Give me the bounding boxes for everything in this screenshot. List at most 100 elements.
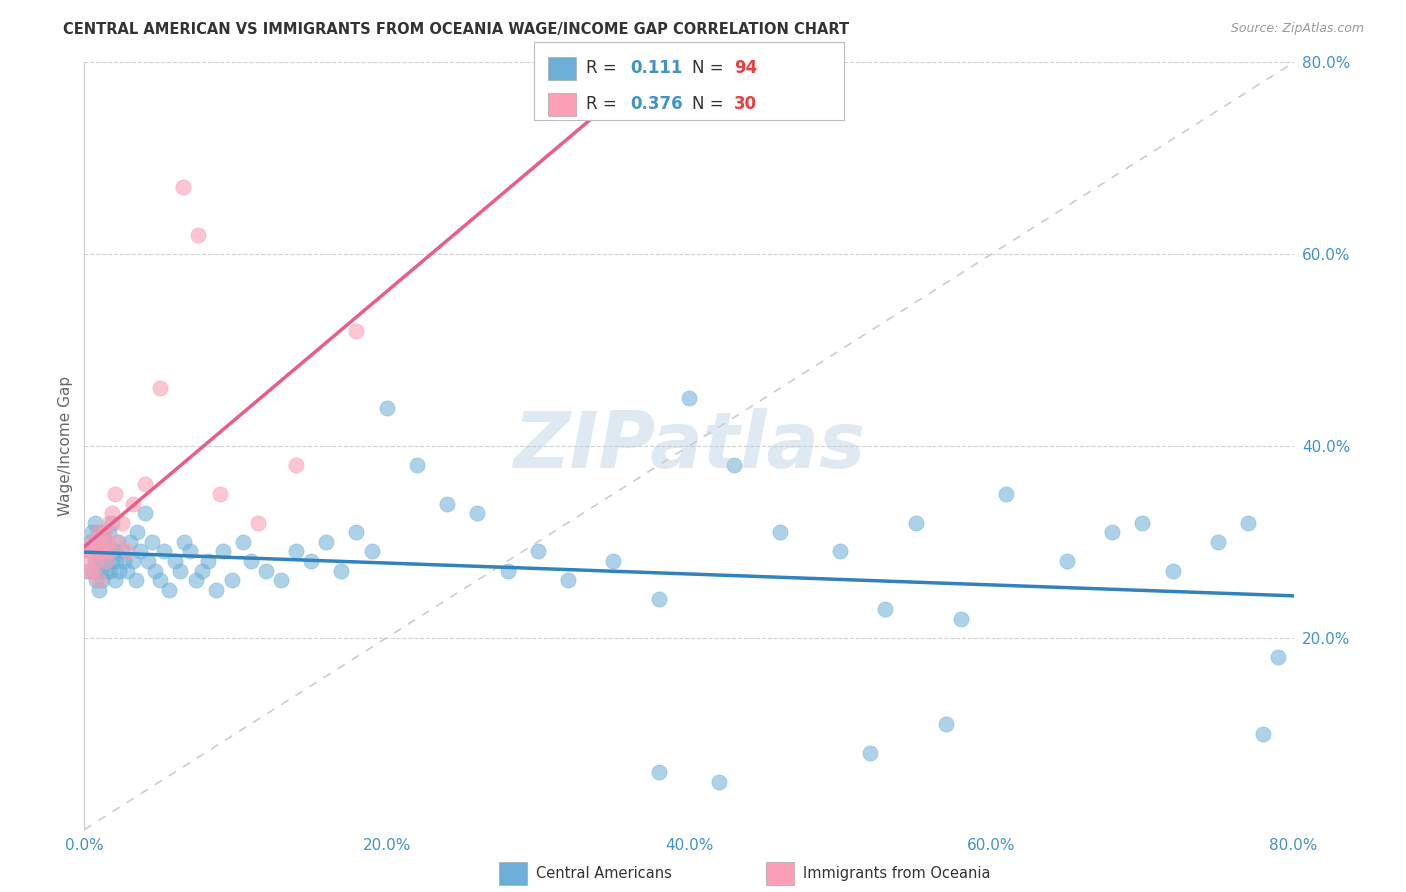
Point [84,516,107,530]
Point [121,496,143,510]
Point [285,544,308,558]
Point [91,574,114,588]
Point [299,554,322,568]
Point [165,554,187,568]
Point [830,544,852,558]
Point [104,574,127,588]
Point [375,401,398,415]
Point [105,554,128,568]
Point [94,554,117,568]
Point [527,544,550,558]
Point [104,544,127,558]
Point [98,564,121,578]
Text: 0.376: 0.376 [630,95,682,113]
Point [153,544,176,558]
Point [330,564,353,578]
Point [648,765,671,780]
Point [134,506,156,520]
Point [247,516,270,530]
Text: R =: R = [586,95,623,113]
Point [79,544,101,558]
Point [602,554,624,568]
Point [93,525,115,540]
Point [104,487,127,501]
Point [1056,554,1078,568]
Point [169,564,191,578]
Point [86,554,108,568]
Point [107,535,129,549]
Point [79,535,101,549]
Text: Source: ZipAtlas.com: Source: ZipAtlas.com [1230,22,1364,36]
Point [77,564,100,578]
Point [82,564,104,578]
Point [115,564,138,578]
Point [111,516,134,530]
Point [1130,516,1153,530]
Point [1101,525,1123,540]
Point [285,458,308,473]
Point [995,487,1018,501]
Point [89,582,111,597]
Point [186,574,208,588]
Point [84,554,107,568]
Point [723,458,745,473]
Point [436,496,458,510]
Point [80,525,103,540]
Point [648,592,671,607]
Point [141,535,163,549]
Point [96,564,118,578]
Text: N =: N = [692,59,723,78]
Point [173,535,195,549]
Point [97,525,120,540]
Point [96,535,118,549]
Point [82,564,104,578]
Point [1267,649,1289,664]
Point [346,525,368,540]
Point [127,525,149,540]
Point [86,544,108,558]
Point [121,554,143,568]
Point [212,544,235,558]
Point [875,602,897,616]
Point [769,525,792,540]
Point [90,564,112,578]
Point [1237,516,1260,530]
Point [678,391,700,405]
Point [97,544,120,558]
Y-axis label: Wage/Income Gap: Wage/Income Gap [58,376,73,516]
Point [187,228,209,243]
Point [77,544,100,558]
Text: R =: R = [586,59,623,78]
Text: N =: N = [692,95,723,113]
Point [100,506,122,520]
Point [191,564,214,578]
Point [84,544,107,558]
Point [112,554,135,568]
Point [91,535,114,549]
Point [496,564,519,578]
Point [89,554,111,568]
Point [115,544,138,558]
Point [93,544,115,558]
Point [1161,564,1184,578]
Point [709,774,731,789]
Point [129,544,152,558]
Point [1206,535,1229,549]
Point [904,516,927,530]
Point [145,564,167,578]
Point [107,535,129,549]
Point [315,535,337,549]
Point [149,574,172,588]
Point [172,180,194,194]
Point [94,554,117,568]
Point [86,574,108,588]
Text: Central Americans: Central Americans [536,866,672,880]
Point [467,506,489,520]
Point [87,525,110,540]
Text: CENTRAL AMERICAN VS IMMIGRANTS FROM OCEANIA WAGE/INCOME GAP CORRELATION CHART: CENTRAL AMERICAN VS IMMIGRANTS FROM OCEA… [63,22,849,37]
Point [96,535,118,549]
Point [98,544,121,558]
Point [406,458,429,473]
Point [76,564,98,578]
Point [346,324,368,338]
